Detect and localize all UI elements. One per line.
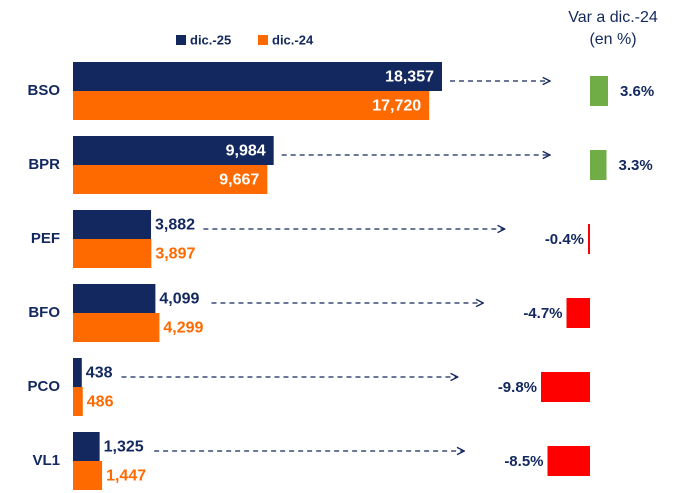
bar xyxy=(73,91,430,120)
variation-bar xyxy=(541,372,590,402)
value-label: 486 xyxy=(87,394,114,411)
category-label: BSO xyxy=(27,82,60,99)
legend-swatch xyxy=(176,35,186,45)
bar xyxy=(73,432,100,461)
value-label: 4,099 xyxy=(159,291,199,308)
value-label: 18,357 xyxy=(385,69,434,86)
variation-title: (en %) xyxy=(589,31,636,48)
variation-bar xyxy=(590,76,608,106)
value-label: 1,325 xyxy=(104,439,144,456)
variation-label: -8.5% xyxy=(504,453,543,470)
value-label: 3,897 xyxy=(155,246,195,263)
value-label: 3,882 xyxy=(155,217,195,234)
category-label: PEF xyxy=(31,230,60,247)
bar xyxy=(73,136,274,165)
category-label: VL1 xyxy=(32,452,60,469)
variation-title: Var a dic.-24 xyxy=(568,9,658,26)
value-label: 17,720 xyxy=(372,98,421,115)
variation-bar xyxy=(590,150,607,180)
variation-bar xyxy=(547,446,590,476)
bar xyxy=(73,387,83,416)
variation-bar xyxy=(588,224,590,254)
value-label: 4,299 xyxy=(163,320,203,337)
bar xyxy=(73,239,152,268)
variation-label: 3.6% xyxy=(620,83,654,100)
legend-label: dic.-24 xyxy=(272,32,314,47)
bar xyxy=(73,62,442,91)
bar xyxy=(73,210,152,239)
bar xyxy=(73,461,103,490)
category-label: BPR xyxy=(28,156,60,173)
category-label: PCO xyxy=(27,378,60,395)
legend-swatch xyxy=(258,35,268,45)
value-label: 1,447 xyxy=(106,468,146,485)
variation-label: -0.4% xyxy=(545,231,584,248)
variation-label: -9.8% xyxy=(498,379,537,396)
value-label: 9,984 xyxy=(226,143,266,160)
variation-label: -4.7% xyxy=(523,305,562,322)
bar xyxy=(73,284,156,313)
bar xyxy=(73,313,160,342)
value-label: 438 xyxy=(86,365,113,382)
category-label: BFO xyxy=(28,304,60,321)
variation-label: 3.3% xyxy=(619,157,653,174)
variation-bar xyxy=(566,298,590,328)
bar xyxy=(73,358,82,387)
value-label: 9,667 xyxy=(219,172,259,189)
legend-label: dic.-25 xyxy=(190,32,231,47)
bar xyxy=(73,165,268,194)
